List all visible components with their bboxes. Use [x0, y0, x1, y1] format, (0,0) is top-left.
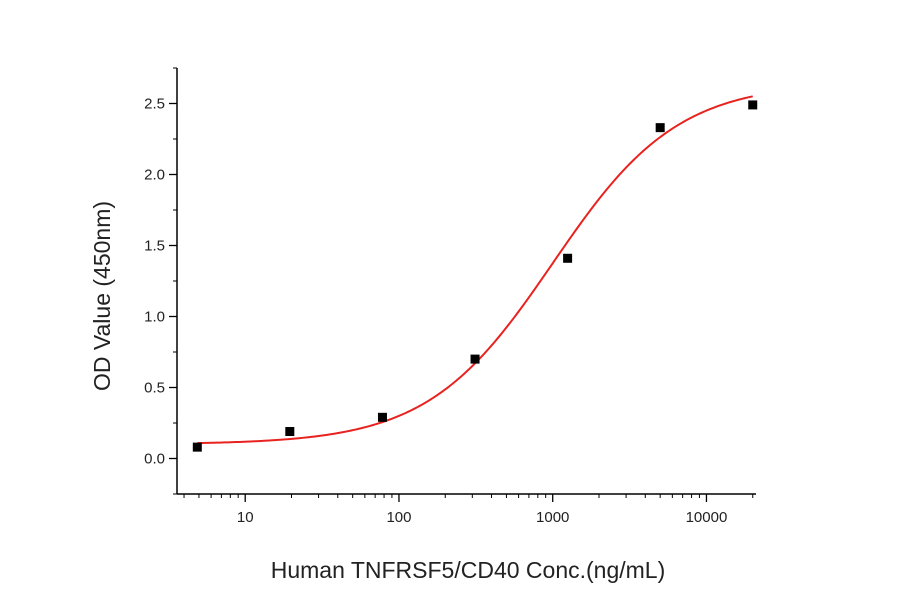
y-tick-label: 1.5 [144, 238, 165, 255]
x-tick-label: 100 [386, 509, 411, 526]
data-point [470, 354, 480, 364]
x-tick-label: 10 [237, 509, 254, 526]
plot-area: 0.0 0.5 1.0 1.5 2.0 2.5 10 100 1000 10000 [144, 67, 758, 526]
fit-curve-line [197, 95, 753, 445]
y-tick-label: 0.0 [144, 451, 165, 468]
data-point [748, 100, 758, 110]
y-axis-title: OD Value (450nm) [89, 201, 115, 391]
x-tick-label: 10000 [686, 509, 728, 526]
data-point [563, 253, 573, 263]
data-point [285, 427, 295, 437]
x-tick-label: 1000 [536, 509, 569, 526]
data-point [192, 442, 202, 452]
data-point [655, 123, 665, 133]
y-tick-label: 0.5 [144, 380, 165, 397]
data-point [377, 412, 387, 422]
x-axis-title: Human TNFRSF5/CD40 Conc.(ng/mL) [271, 557, 666, 583]
y-tick-label: 1.0 [144, 309, 165, 326]
y-tick-label: 2.5 [144, 96, 165, 113]
y-tick-label: 2.0 [144, 167, 165, 184]
